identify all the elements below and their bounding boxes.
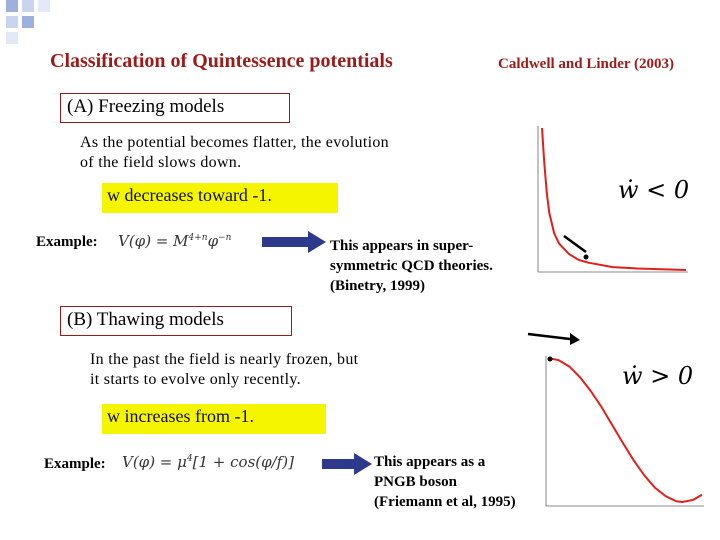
thawing-potential-plot <box>545 356 704 507</box>
freezing-description-line2: of the field slows down. <box>80 154 242 171</box>
slide-title: Classification of Quintessence potential… <box>50 50 393 72</box>
freezing-note-line1: This appears in super- <box>330 238 474 254</box>
freezing-condition: ẇ < 0 <box>618 176 690 204</box>
freezing-note: This appears in super- symmetric QCD the… <box>330 236 493 296</box>
thawing-formula: V(φ) = μ4[1 + cos(φ/f)] <box>122 453 294 471</box>
freezing-note-line3: (Binetry, 1999) <box>330 278 425 294</box>
thawing-example-label: Example: <box>44 456 106 472</box>
thawing-motion-line <box>527 332 571 341</box>
thawing-heading: (B) Thawing models <box>60 306 292 336</box>
thawing-highlight: w increases from -1. <box>102 404 326 434</box>
plot-b-curve <box>547 357 703 504</box>
citation: Caldwell and Linder (2003) <box>498 56 674 72</box>
thawing-condition: ẇ > 0 <box>622 362 694 390</box>
freezing-description-line1: As the potential becomes flatter, the ev… <box>80 134 389 151</box>
thawing-note-line1: This appears as a <box>374 454 486 470</box>
freezing-arrow-icon <box>262 231 326 253</box>
thawing-arrow-icon <box>322 453 372 475</box>
freezing-highlight: w decreases toward -1. <box>102 183 338 213</box>
freezing-motion-indicator <box>563 234 589 260</box>
thawing-description: In the past the field is nearly frozen, … <box>90 350 358 390</box>
plot-a-curve <box>541 127 687 271</box>
thawing-description-line1: In the past the field is nearly frozen, … <box>90 351 359 368</box>
freezing-motion-line <box>563 234 587 254</box>
freezing-formula: V(φ) = M4+nφ−n <box>118 232 232 250</box>
freezing-potential-plot <box>537 126 688 273</box>
thawing-ball-icon <box>547 356 553 362</box>
freezing-description: As the potential becomes flatter, the ev… <box>80 133 389 173</box>
thawing-note: This appears as a PNGB boson (Friemann e… <box>374 452 516 512</box>
thawing-arrowhead-icon <box>570 333 580 345</box>
freezing-heading: (A) Freezing models <box>60 93 290 123</box>
freezing-note-line2: symmetric QCD theories. <box>330 258 493 274</box>
thawing-motion-indicator <box>527 332 580 362</box>
thawing-note-line3: (Friemann et al, 1995) <box>374 494 516 510</box>
thawing-description-line2: it starts to evolve only recently. <box>90 371 301 388</box>
freezing-ball-icon <box>583 254 589 260</box>
thawing-note-line2: PNGB boson <box>374 474 457 490</box>
freezing-example-label: Example: <box>36 234 98 250</box>
